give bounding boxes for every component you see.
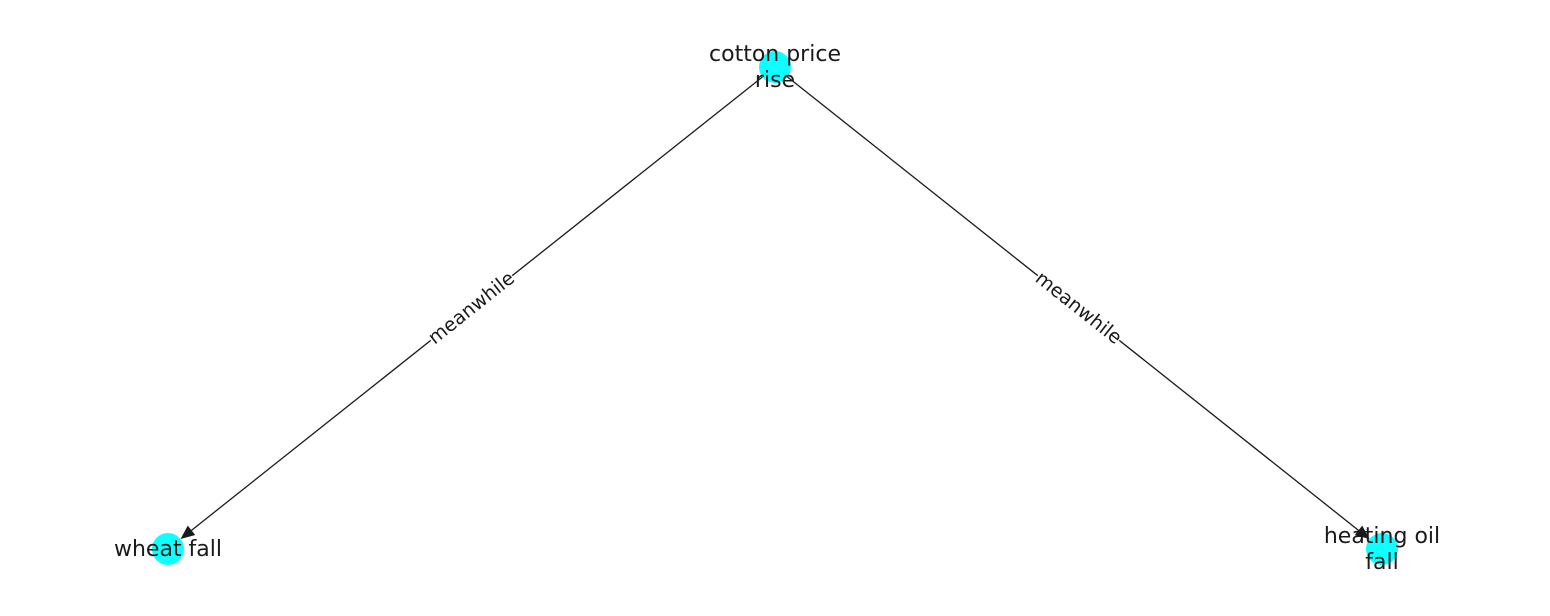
edge-label-background (1030, 266, 1127, 350)
nodes-layer (152, 51, 1398, 565)
node-labels-layer: cotton price rise wheat fall heating oil fal… (114, 42, 1440, 575)
node-wheat[interactable] (152, 533, 184, 565)
node-label-line: heating oil (1324, 524, 1440, 549)
edge-label: meanwhile (1031, 267, 1126, 349)
node-label-line: cotton price (709, 42, 841, 67)
arrowhead-icon (180, 525, 196, 540)
node-cotton[interactable] (759, 51, 791, 83)
arrowhead-icon (1354, 525, 1370, 540)
node-heating[interactable] (1366, 533, 1398, 565)
edge-label: meanwhile (424, 267, 519, 349)
edge-label-group: meanwhile (423, 266, 520, 350)
node-label-wheat: wheat fall (114, 537, 222, 562)
node-label-line: rise (755, 68, 795, 93)
node-label-line: fall (1365, 550, 1398, 575)
edge-label-background (423, 266, 520, 350)
edge-cotton-heating: meanwhile (782, 72, 1370, 540)
edge-label-group: meanwhile (1030, 266, 1127, 350)
edge-cotton-wheat: meanwhile (180, 72, 768, 540)
edges-layer: meanwhile meanwhile (180, 72, 1370, 540)
node-label-line: wheat fall (114, 537, 222, 562)
node-label-cotton: cotton price rise (709, 42, 841, 93)
node-label-heating: heating oil fall (1324, 524, 1440, 575)
